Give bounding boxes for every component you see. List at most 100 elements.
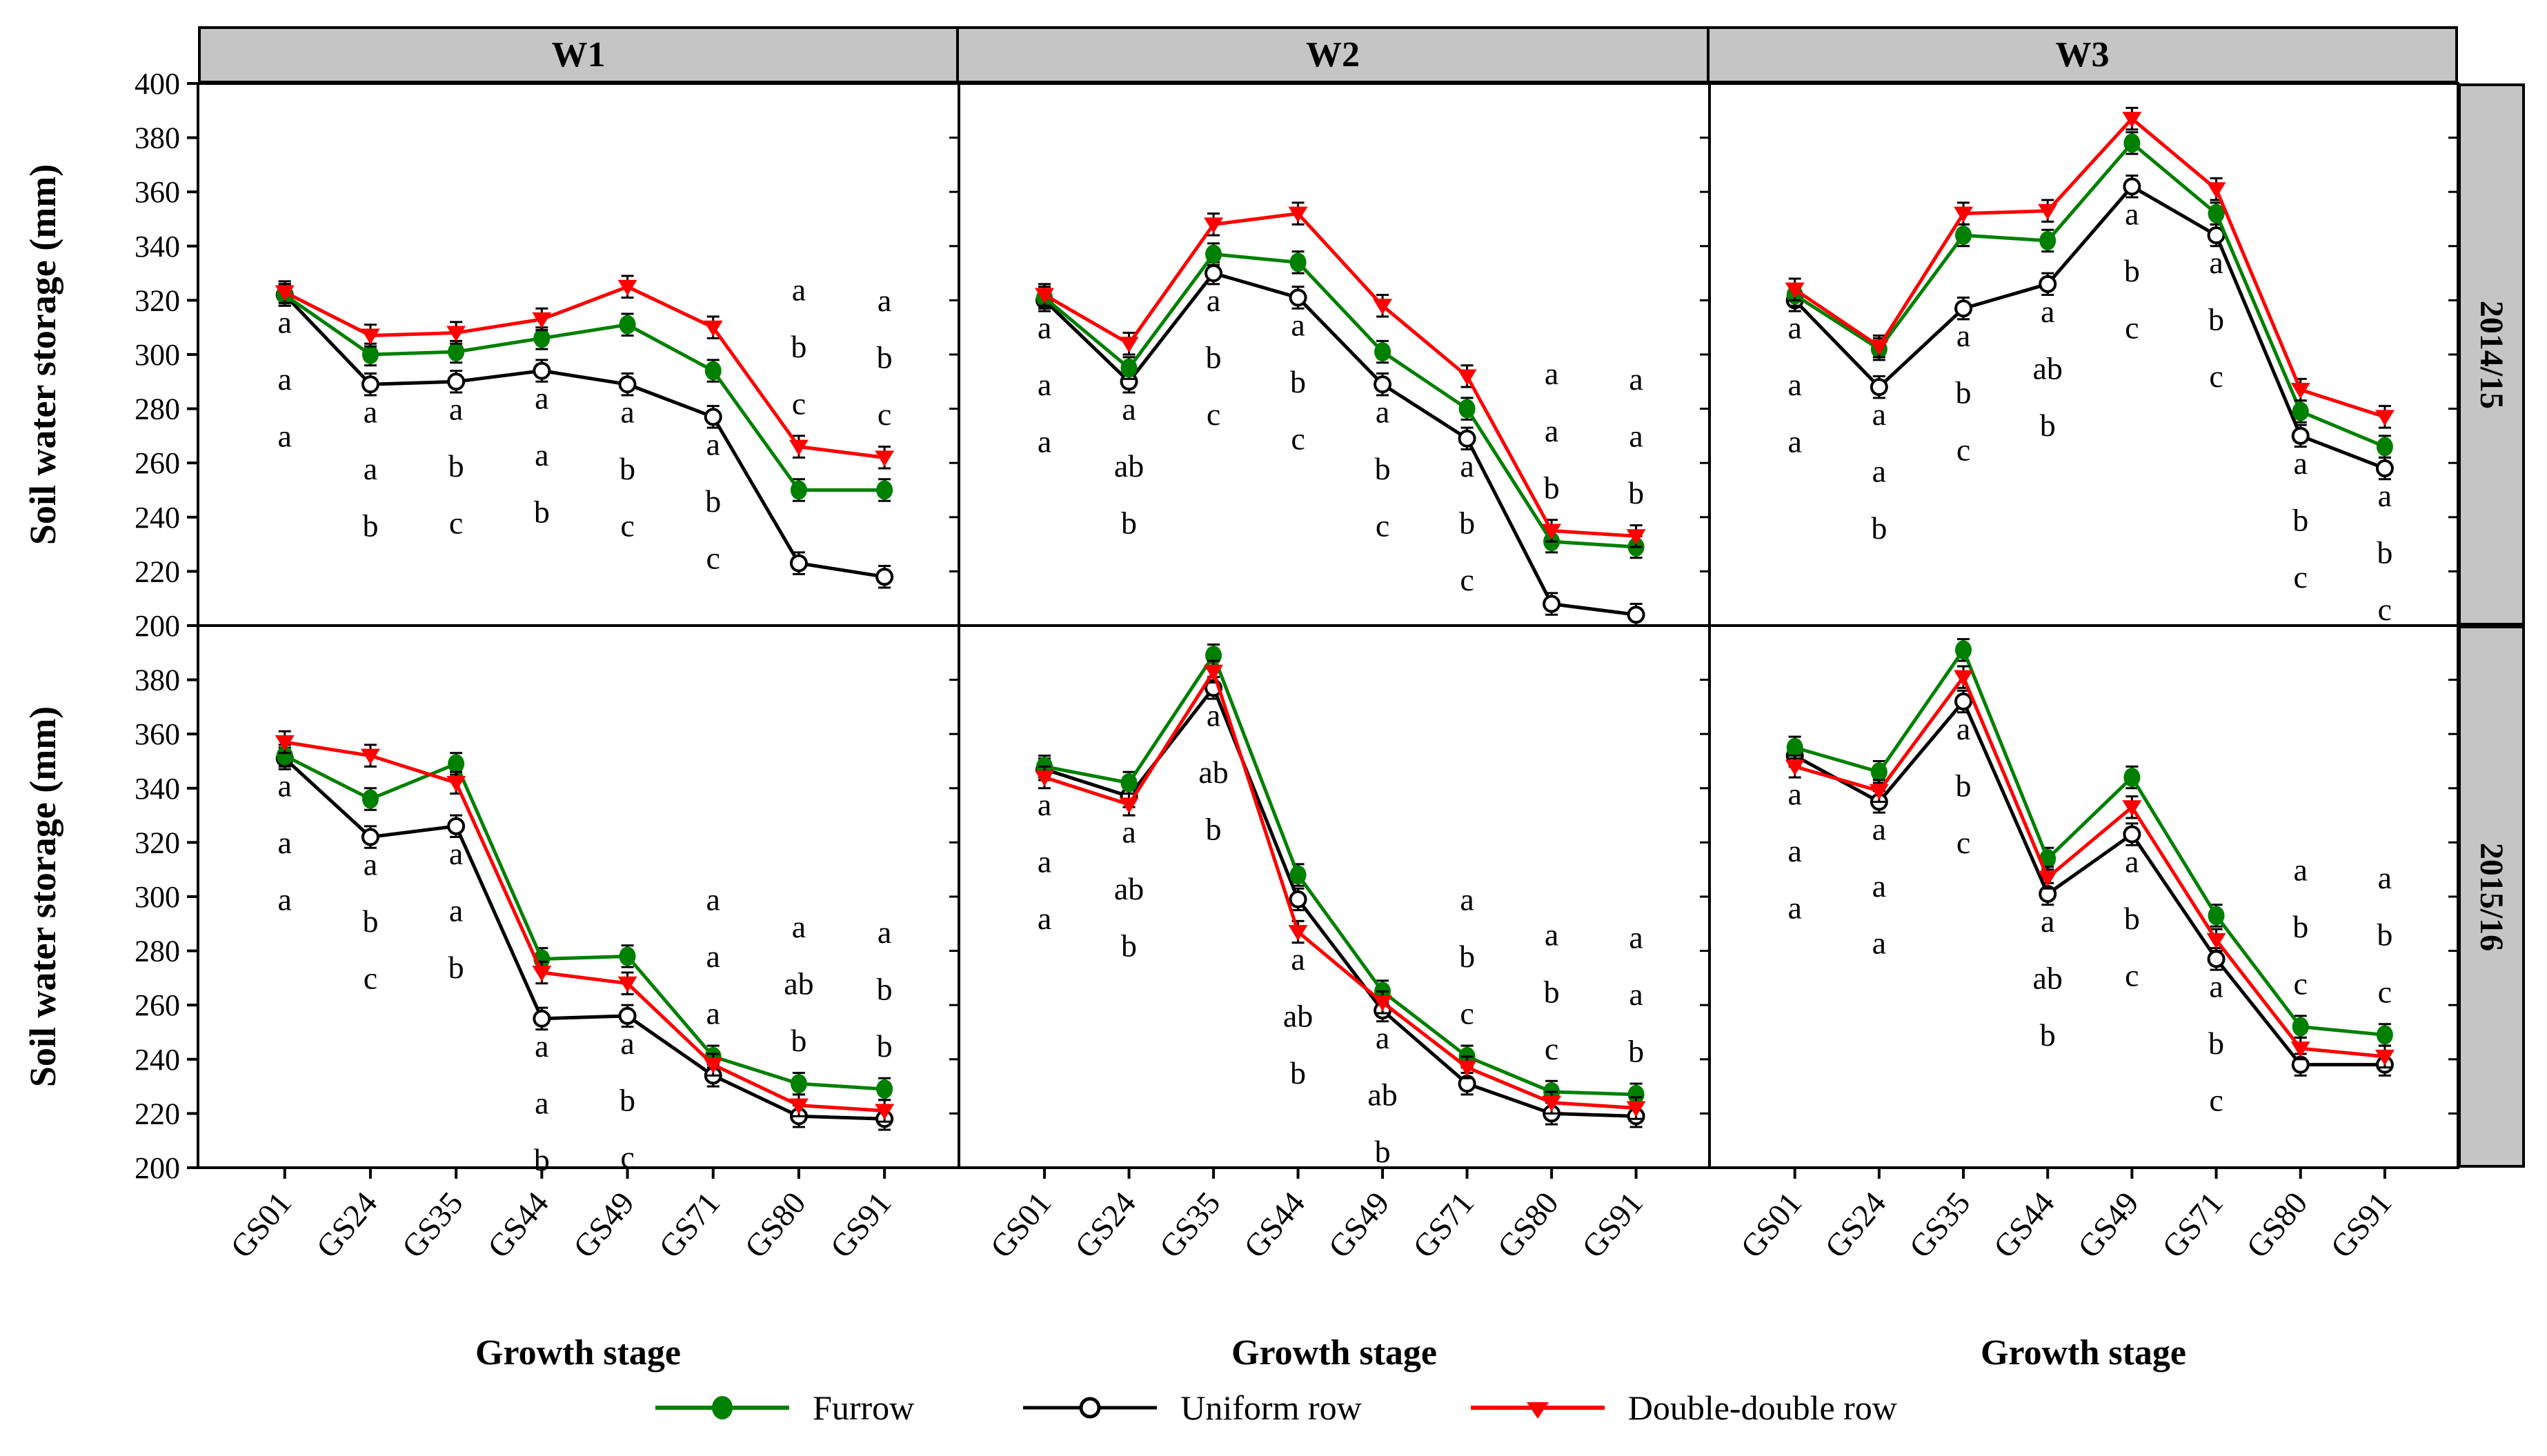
sig-letter: c	[792, 386, 806, 421]
sig-letter: c	[2125, 958, 2139, 993]
x-tick-label: GS71	[652, 1186, 727, 1265]
sig-letter: a	[1787, 833, 1801, 868]
x-axis-title-w1: Growth stage	[475, 1333, 682, 1373]
sig-letter: b	[1206, 340, 1222, 375]
panel-header-w1-label: W1	[551, 35, 606, 74]
row-header-2015-16-label: 2015/16	[2473, 842, 2510, 951]
sig-letter: a	[2041, 294, 2054, 329]
x-tick-label: GS24	[310, 1186, 385, 1265]
sig-letter: a	[706, 939, 720, 974]
y-tick-label: 220	[135, 555, 180, 588]
row-header-2014-15: 2014/15	[2458, 83, 2525, 626]
legend-label-furrow: Furrow	[813, 1388, 915, 1427]
legend-item-furrow: Furrow	[650, 1388, 914, 1428]
sig-letter: b	[2208, 302, 2224, 337]
sig-letter: a	[1787, 310, 1801, 345]
sig-letter: a	[535, 437, 548, 472]
sig-letter: a	[1038, 367, 1051, 402]
sig-letter: b	[1459, 939, 1475, 974]
sig-letter: a	[1629, 977, 1643, 1012]
sig-letter: a	[1376, 394, 1389, 429]
y-tick-label: 240	[135, 501, 180, 535]
legend-label-uniform-row: Uniform row	[1180, 1388, 1362, 1427]
sig-letter: b	[620, 451, 635, 486]
x-axis-title-w3: Growth stage	[1980, 1333, 2187, 1373]
legend-label-double-double-row: Double-double row	[1627, 1388, 1897, 1427]
sig-letter: a	[2294, 446, 2308, 481]
panel-header-w1: W1	[198, 26, 959, 83]
sig-letter: a	[2378, 860, 2392, 895]
sig-letter: c	[1545, 1031, 1558, 1066]
sig-letter: c	[2209, 1082, 2223, 1117]
sig-letter: b	[1544, 974, 1560, 1009]
sig-letter: a	[1545, 917, 1558, 953]
series-uniform-row	[275, 283, 894, 589]
y-tick-label: 300	[135, 880, 180, 914]
x-tick-label: GS91	[2324, 1186, 2399, 1265]
x-tick-label: GS01	[224, 1186, 299, 1265]
sig-letter: c	[620, 508, 634, 543]
sig-letter: b	[877, 1028, 893, 1064]
x-tick-label: GS35	[1903, 1186, 1978, 1265]
panel-W3-2015-16: GS01 GS24 GS35 GS44 GS49 GS71 GS80 GS91aaaaaaab…	[1708, 624, 2459, 1265]
y-axis-title-top: Soil water storage (mm)	[22, 163, 63, 546]
y-tick-label: 300	[135, 338, 180, 372]
sig-letter: b	[705, 483, 721, 519]
sig-letter: a	[278, 419, 292, 454]
sig-letter: a	[2378, 478, 2392, 513]
sig-letter: b	[362, 508, 378, 543]
x-tick-label: GS71	[1406, 1186, 1481, 1265]
sig-letter: ab	[2032, 350, 2062, 386]
sig-letter: a	[620, 1026, 634, 1061]
sig-letter: a	[1787, 367, 1801, 402]
sig-letter: b	[1290, 364, 1306, 399]
sig-letter: a	[1038, 901, 1051, 936]
sig-letter: b	[1459, 505, 1475, 540]
sig-letter: b	[1121, 505, 1137, 540]
sig-letter: a	[449, 836, 463, 871]
sig-letter: b	[620, 1082, 635, 1117]
sig-letter: a	[620, 394, 634, 429]
x-tick-label: GS80	[738, 1186, 813, 1265]
sig-letter: b	[2292, 909, 2308, 944]
sig-letter: a	[1460, 882, 1474, 917]
series-double-double-row	[275, 275, 895, 470]
sig-letter: b	[2124, 901, 2140, 936]
sig-letter: c	[1956, 825, 1970, 860]
sig-letter: a	[1629, 361, 1643, 397]
sig-letter: a	[1956, 711, 1970, 746]
sig-letter: c	[364, 961, 377, 996]
y-tick-label: 260	[135, 988, 180, 1022]
sig-letter: c	[2378, 592, 2392, 627]
sig-letter: a	[449, 391, 463, 426]
sig-letter: ab	[2032, 961, 2062, 996]
y-tick-label: 220	[135, 1097, 180, 1130]
x-tick-label: GS01	[1734, 1186, 1809, 1265]
sig-letter: a	[1038, 787, 1051, 822]
sig-letter: b	[362, 904, 378, 939]
y-tick-label: 340	[135, 230, 180, 263]
x-tick-label: GS44	[481, 1186, 556, 1265]
sig-letter: a	[1460, 448, 1474, 483]
y-tick-label: 320	[135, 826, 180, 859]
sig-letter: b	[1290, 1055, 1306, 1090]
sig-letter: c	[449, 505, 463, 540]
sig-letter: a	[1629, 920, 1643, 955]
row-header-2014-15-label: 2014/15	[2473, 300, 2510, 409]
sig-letter: ab	[1114, 871, 1144, 906]
sig-letter: c	[706, 540, 720, 575]
sig-letter: c	[1376, 508, 1389, 543]
x-tick-label: GS49	[566, 1186, 642, 1265]
sig-letter: b	[791, 1023, 806, 1058]
sig-letter: c	[1460, 996, 1474, 1031]
sig-letter: a	[2294, 852, 2308, 887]
sig-letter: a	[364, 394, 377, 429]
sig-letter: b	[534, 1142, 550, 1177]
sig-letter: c	[2294, 559, 2308, 595]
y-tick-label: 360	[135, 175, 180, 209]
sig-letter: a	[1872, 926, 1886, 961]
panel-header-w2-label: W2	[1306, 35, 1360, 74]
x-tick-label: GS01	[984, 1186, 1059, 1265]
